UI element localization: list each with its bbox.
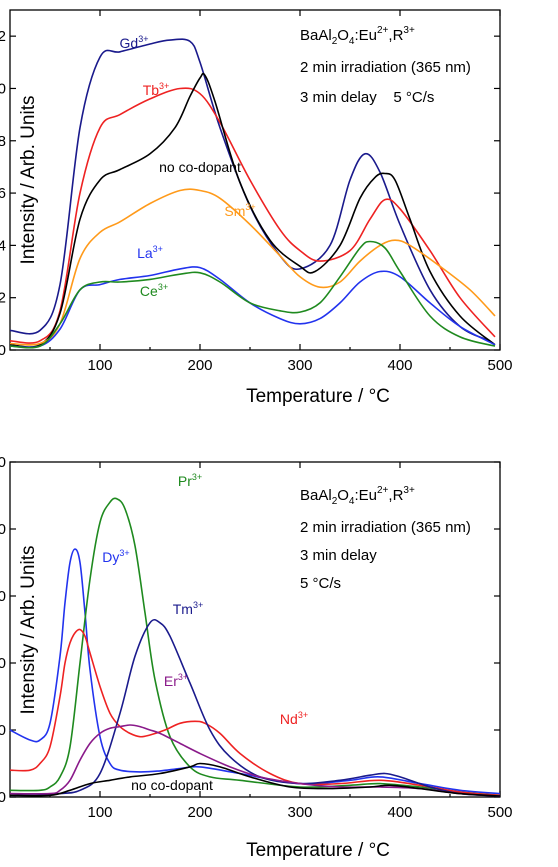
bottom-series-label-pr: Pr3+ [178,472,202,489]
top-xtick-label-500: 500 [487,357,512,374]
bottom-xtick-label-100: 100 [87,804,112,821]
bottom-ytick-label-20: 20 [0,722,6,739]
bottom-ytick-label-100: 100 [0,454,6,471]
bottom-xtick-label-400: 400 [387,804,412,821]
top-xtick-label-300: 300 [287,357,312,374]
bottom-series-tm-line [9,618,501,797]
top-annotation-line-3: 3 min delay 5 °C/s [300,89,434,106]
plot-frame-top [9,9,501,351]
bottom-ytick-label-40: 40 [0,655,6,672]
top-annotation: BaAl2O4:Eu2+,R3+ 2 min irradiation (365 … [300,25,471,106]
bottom-series-label-nd: Nd3+ [280,710,308,727]
top-xtick-label-400: 400 [387,357,412,374]
top-series-label-gd: Gd3+ [120,34,149,51]
top-ytick-label-0: 0 [0,342,6,359]
top-series-label-no-co-dopant: no co-dopant [159,159,241,175]
top-xtick-label-100: 100 [87,357,112,374]
bottom-ticks: 100 200 300 400 500 0 20 40 60 80 100 [0,454,513,821]
top-series-sm-line [9,188,496,346]
bottom-xtick-label-200: 200 [187,804,212,821]
bottom-annotation-line-4: 5 °C/s [300,575,341,592]
top-ytick-label-2: 2 [0,290,6,307]
bottom-annotation-line-3: 3 min delay [300,547,377,564]
top-series-label-ce: Ce3+ [140,282,168,299]
bottom-curves [9,497,501,797]
bottom-xtick-label-500: 500 [487,804,512,821]
bottom-series-label-dy: Dy3+ [102,548,129,565]
top-ytick-label-12: 12 [0,28,6,45]
top-xlabel: Temperature / °C [246,386,390,407]
bottom-ytick-label-60: 60 [0,588,6,605]
top-series-label-tb: Tb3+ [143,81,170,98]
bottom-series-dy-line [9,548,501,795]
top-series-no-co-dopant-line [9,72,496,348]
chart-bottom: 100 200 300 400 500 0 20 40 60 80 100 Dy3+ Pr3+ Nd3+… [0,454,513,861]
top-ylabel: Intensity / Arb. Units [18,96,39,265]
chart-top: 100 200 300 400 500 0 2 4 6 8 10 12 Gd3+ Tb3+ no co-d… [0,9,513,407]
top-xtick-label-200: 200 [187,357,212,374]
bottom-series-label-tm: Tm3+ [173,600,203,617]
top-ytick-label-10: 10 [0,80,6,97]
bottom-ylabel: Intensity / Arb. Units [18,546,39,715]
bottom-series-label-no-co-dopant: no co-dopant [131,777,213,793]
top-series-gd-line [9,38,491,342]
top-ticks: 100 200 300 400 500 0 2 4 6 8 10 12 [0,10,513,374]
bottom-ytick-label-80: 80 [0,521,6,538]
plot-frame-bottom [9,461,501,798]
top-curves [9,38,496,349]
bottom-annotation: BaAl2O4:Eu2+,R3+ 2 min irradiation (365 … [300,485,471,592]
bottom-series-labels: Dy3+ Pr3+ Nd3+ Tm3+ Er3+ no co-dopant [102,472,308,793]
bottom-xtick-label-300: 300 [287,804,312,821]
bottom-ytick-label-0: 0 [0,789,6,806]
bottom-series-nd-line [9,628,501,797]
bottom-series-pr-line [9,497,501,797]
top-series-tb-line [9,87,496,344]
bottom-series-label-er: Er3+ [164,672,188,689]
top-ytick-label-4: 4 [0,237,6,254]
bottom-xlabel: Temperature / °C [246,840,390,861]
bottom-series-no-co-dopant-line [9,762,501,797]
top-ytick-label-6: 6 [0,185,6,202]
bottom-annotation-line-1: BaAl2O4:Eu2+,R3+ [300,485,415,507]
top-series-labels: Gd3+ Tb3+ no co-dopant Sm3+ La3+ Ce3+ [120,34,256,299]
top-ytick-label-8: 8 [0,133,6,150]
top-series-label-sm: Sm3+ [224,202,255,219]
top-annotation-line-1: BaAl2O4:Eu2+,R3+ [300,25,415,47]
top-series-label-la: La3+ [137,244,163,261]
bottom-annotation-line-2: 2 min irradiation (365 nm) [300,519,471,536]
top-series-ce-line [9,240,496,349]
top-annotation-line-2: 2 min irradiation (365 nm) [300,59,471,76]
